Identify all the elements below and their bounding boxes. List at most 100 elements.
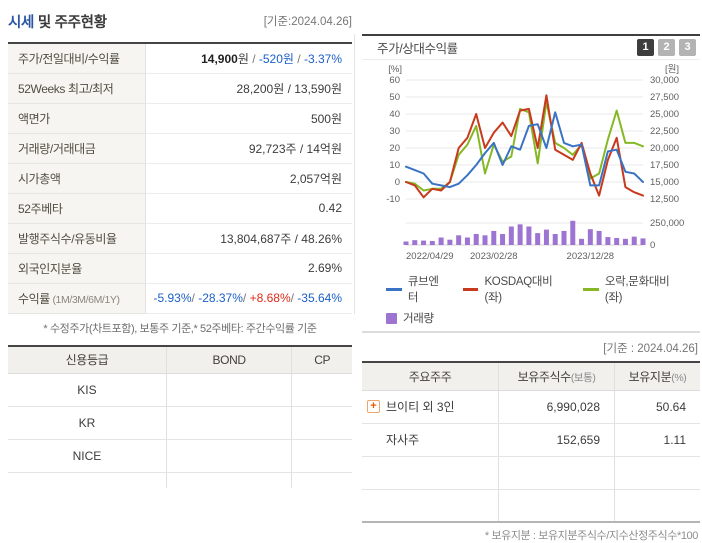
svg-text:[원]: [원] [665,64,679,75]
info-row: 외국인지분율 2.69% [8,253,352,284]
credit-header-cell: 신용등급 [8,345,167,374]
chart-page-button-3[interactable]: 3 [679,39,696,56]
svg-text:17,500: 17,500 [650,160,679,171]
credit-header-cell: CP [291,345,352,374]
holders-row: + 브이티 외 3인 6,990,028 50.64 [362,390,700,424]
as-of-date: [기준:2024.04.26] [263,16,352,28]
svg-text:50: 50 [389,92,400,103]
credit-cell [291,472,352,488]
info-value: -5.93%/ -28.37%/ +8.68%/ -35.64% [145,283,352,314]
info-label-sub: (1M/3M/6M/1Y) [49,293,120,306]
legend-square-swatch-icon [386,312,397,324]
holders-header-cell: 보유주식수(보통) [498,362,615,391]
credit-header-row: 신용등급 BOND CP [8,345,352,374]
info-label: 수익률 (1M/3M/6M/1Y) [8,283,146,314]
chart-page-button-1[interactable]: 1 [637,39,654,56]
chart-page-button-2[interactable]: 2 [658,39,675,56]
panel-divider [354,34,355,314]
credit-cell: NICE [8,439,167,473]
svg-text:25,000: 25,000 [650,109,679,120]
legend-line-swatch-icon [386,287,402,291]
legend-line-swatch-icon [462,287,479,291]
credit-cell [165,439,292,473]
info-value: 92,723주 / 14억원 [145,133,352,164]
svg-text:10: 10 [389,160,400,171]
info-row: 52주베타 0.42 [8,193,352,224]
holder-shares: 152,659 [498,423,615,457]
credit-cell [165,406,292,440]
info-label: 시가총액 [8,163,146,194]
info-label: 주가/전일대비/수익률 [8,43,146,74]
svg-text:27,500: 27,500 [650,92,679,103]
info-label: 발행주식수/유동비율 [8,223,146,254]
stock-quote-page: 시세 및 주주현황 [기준:2024.04.26] 주가/전일대비/수익률 14,… [8,15,700,542]
info-value: 0.42 [145,193,352,224]
page-title: 시세 및 주주현황 [8,14,107,31]
legend-line-swatch-icon [582,287,599,291]
info-value: 13,804,687주 / 48.26% [145,223,352,254]
credit-cell [8,473,166,488]
credit-header-cell: BOND [165,345,292,374]
svg-text:250,000: 250,000 [650,218,684,229]
holder-ratio: 50.64 [614,390,700,424]
info-label: 액면가 [8,103,146,134]
holder-shares: 6,990,028 [498,390,615,424]
chart-svg: [%] [원] 60 30,000 50 27,500 40 25,000 30 22,500 20… [386,64,684,262]
legend-label: KOSDAQ대비(좌) [484,276,553,304]
info-value: 14,900원 / -520원 / -3.37% [145,43,352,74]
holder-shares [498,489,615,523]
svg-text:20,000: 20,000 [650,143,679,154]
shareholders-table: 주요주주 보유주식수(보통) 보유지분(%) + 브이티 외 3인 6,990,028 50… [362,361,700,523]
legend-item: 오락,문화대비(좌) [582,273,686,305]
legend-item: 큐브엔터 [386,273,449,305]
info-label: 52Weeks 최고/최저 [8,73,146,104]
credit-cell [291,439,352,473]
holder-name: 자사주 [362,423,499,457]
credit-row: NICE [8,439,352,473]
credit-cell [165,472,292,488]
svg-text:12,500: 12,500 [650,194,679,205]
svg-text:22,500: 22,500 [650,126,679,137]
svg-text:30,000: 30,000 [650,75,679,86]
svg-text:60: 60 [389,75,400,86]
holders-footnote: * 보유지분 : 보유지분주식수/지수산정주식수*100 [484,530,699,542]
credit-row: KIS [8,373,352,407]
chart-title: 주가/상대수익률 [377,42,458,56]
credit-cell: KIS [8,373,167,407]
svg-text:15,000: 15,000 [650,177,679,188]
holder-ratio: 1.11 [614,423,700,457]
holder-ratio [614,456,700,490]
holders-header-cell: 주요주주 [362,362,499,391]
svg-text:0: 0 [650,240,655,251]
price-info-table: 주가/전일대비/수익률 14,900원 / -520원 / -3.37% 52Wee… [8,42,352,314]
info-value: 28,200원 / 13,590원 [145,73,352,104]
holder-name [362,456,499,490]
svg-text:30: 30 [389,126,400,137]
info-label: 52주베타 [8,193,146,224]
info-label: 외국인지분율 [8,253,146,284]
legend-item: KOSDAQ대비(좌) [462,273,569,305]
credit-row [8,472,352,488]
legend-label: 거래량 [403,313,434,325]
info-value: 2,057억원 [145,163,352,194]
holder-ratio [614,489,700,523]
info-value: 2.69% [145,253,352,284]
credit-cell [291,373,352,407]
svg-text:2022/04/29: 2022/04/29 [406,251,454,262]
legend-label: 오락,문화대비(좌) [604,276,670,304]
price-panel: 시세 및 주주현황 [기준:2024.04.26] 주가/전일대비/수익률 14,… [8,0,352,543]
expand-plus-icon[interactable]: + [367,399,380,413]
chart-legend: 큐브엔터 KOSDAQ대비(좌) 오락,문화대비(좌) 거래량 [362,273,700,326]
svg-text:2023/12/28: 2023/12/28 [567,251,615,262]
as-of-date-right: [기준 : 2024.04.26] [362,331,700,356]
info-value: 500원 [145,103,352,134]
svg-text:-10: -10 [386,194,400,205]
info-row: 주가/전일대비/수익률 14,900원 / -520원 / -3.37% [8,43,352,74]
info-footnote: * 수정주가(차트포함), 보통주 기준,* 52주베타: 주간수익률 기준 [43,322,317,335]
svg-text:[%]: [%] [388,64,402,75]
price-relative-return-chart: [%] [원] 60 30,000 50 27,500 40 25,000 30 22,500 20… [362,64,700,271]
holder-name [362,489,499,523]
